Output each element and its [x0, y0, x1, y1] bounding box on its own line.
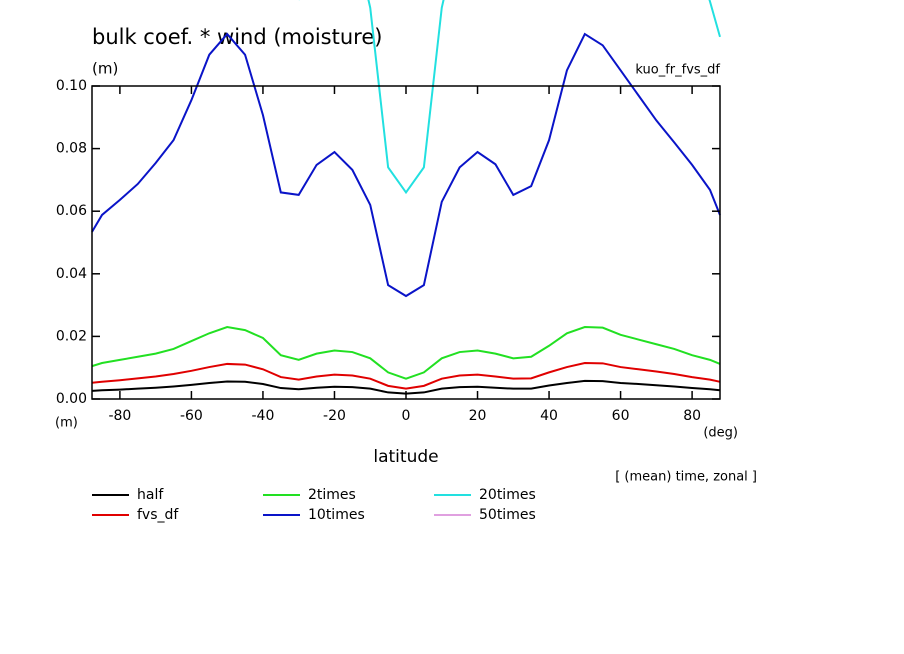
y-tick-label: 0.04 — [56, 266, 87, 282]
plot-frame — [91, 85, 721, 400]
data-line — [91, 32, 721, 298]
legend-label: 10times — [308, 507, 365, 523]
x-tick-label: 80 — [683, 408, 701, 424]
x-tick-label: -20 — [323, 408, 346, 424]
data-line — [91, 361, 721, 390]
legend-label: 50times — [479, 507, 536, 523]
data-line — [91, 325, 721, 380]
annotation: [ (mean) time, zonal ] — [615, 470, 757, 485]
subtitle: kuo_fr_fvs_df — [635, 63, 720, 78]
x-tick-label: 0 — [402, 408, 411, 424]
y-unit-label: (m) — [55, 416, 78, 431]
data-line — [298, 0, 721, 195]
legend-label: 20times — [479, 487, 536, 503]
y-tick-label: 0.06 — [56, 203, 87, 219]
legend-label: half — [137, 487, 164, 503]
x-tick-label: -40 — [252, 408, 275, 424]
x-tick-label: 60 — [612, 408, 630, 424]
x-axis-label: latitude — [373, 447, 438, 467]
legend-label: 2times — [308, 487, 356, 503]
legend-label: fvs_df — [137, 507, 179, 523]
x-tick-label: -60 — [180, 408, 203, 424]
x-tick-label: 20 — [469, 408, 487, 424]
x-unit-label: (deg) — [703, 426, 738, 441]
x-tick-label: 40 — [540, 408, 558, 424]
y-tick-label: 0.08 — [56, 141, 87, 157]
y-tick-label: 0.02 — [56, 328, 87, 344]
y-axis-label: (m) — [92, 60, 118, 78]
y-tick-label: 0.00 — [56, 391, 87, 407]
y-tick-label: 0.10 — [56, 78, 87, 94]
x-tick-label: -80 — [108, 408, 131, 424]
